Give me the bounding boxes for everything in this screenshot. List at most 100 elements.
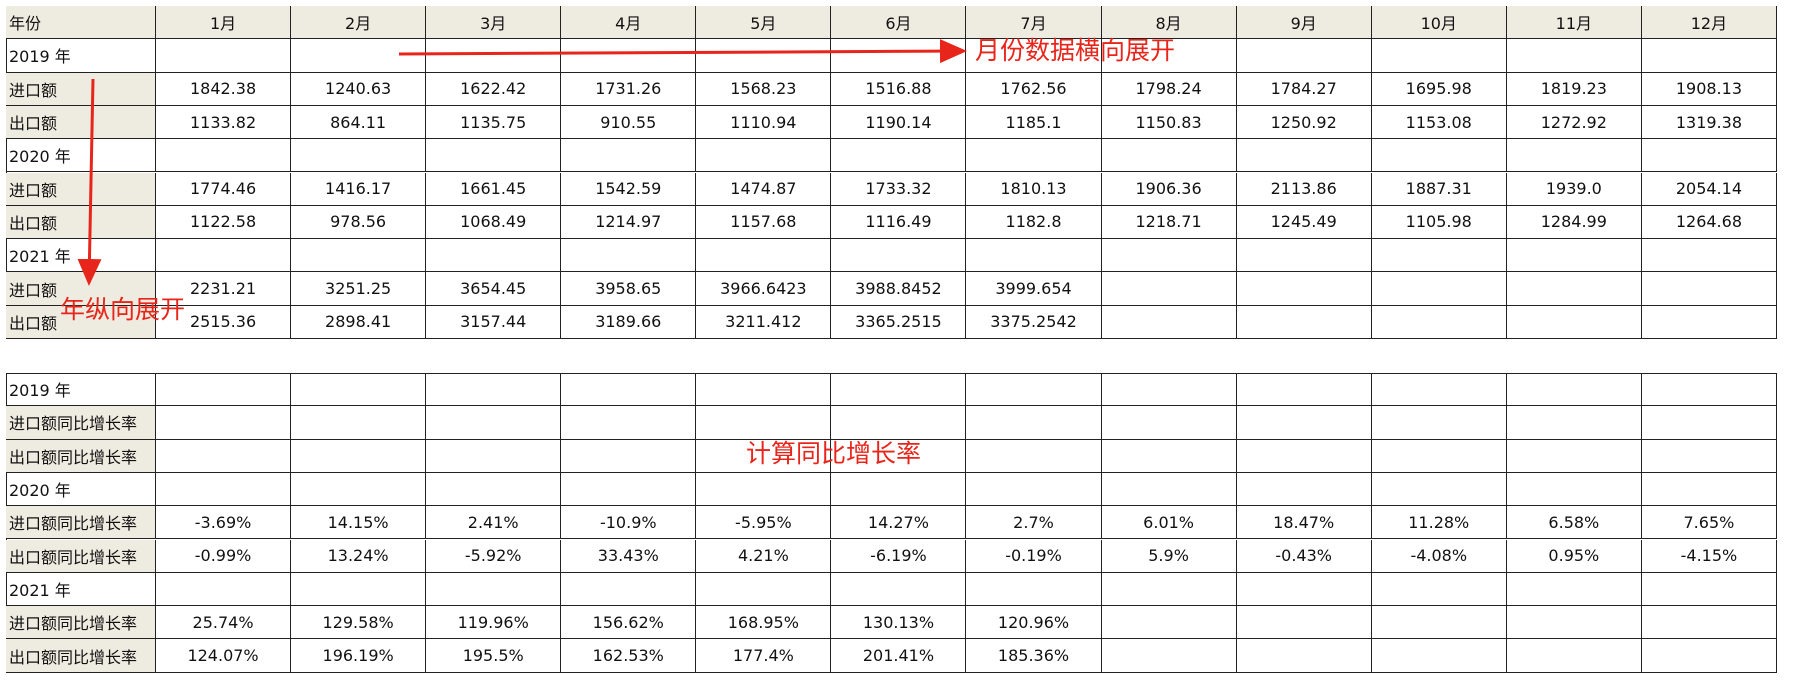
cell [561, 139, 697, 173]
cell: 33.43% [561, 539, 697, 573]
cell: 1190.14 [831, 105, 967, 140]
cell: -0.99% [156, 539, 292, 573]
cell: 1731.26 [561, 72, 697, 106]
cell: 168.95% [696, 606, 832, 640]
cell [1506, 239, 1642, 273]
cell [1641, 572, 1777, 607]
cell: -5.92% [426, 539, 562, 573]
cell [1371, 39, 1507, 73]
cell [966, 373, 1102, 407]
cell [561, 572, 697, 607]
cell: 1245.49 [1236, 205, 1372, 240]
cell [1371, 239, 1507, 273]
cell [1101, 239, 1237, 273]
cell: 2.7% [966, 506, 1102, 540]
cell [426, 572, 562, 607]
cell [561, 239, 697, 273]
cell: 177.4% [696, 639, 832, 673]
cell: 2113.86 [1236, 172, 1372, 206]
cell: 3999.654 [966, 272, 1102, 306]
cell [831, 406, 967, 440]
cell: 1116.49 [831, 205, 967, 240]
cell [1101, 373, 1237, 407]
cell [1506, 572, 1642, 607]
cell [1236, 406, 1372, 440]
cell [1506, 439, 1642, 473]
cell [1641, 305, 1777, 339]
cell [1641, 472, 1777, 507]
cell [696, 239, 832, 273]
cell: 3654.45 [426, 272, 562, 306]
cell [1101, 305, 1237, 339]
cell [561, 39, 697, 73]
cell [291, 239, 427, 273]
cell [426, 239, 562, 273]
cell: 13.24% [291, 539, 427, 573]
cell: 14.27% [831, 506, 967, 540]
cell [1641, 639, 1777, 673]
cell: 3251.25 [291, 272, 427, 306]
cell: 3966.6423 [696, 272, 832, 306]
cell: 1516.88 [831, 72, 967, 106]
cell [291, 139, 427, 173]
cell [1371, 373, 1507, 407]
cell: 201.41% [831, 639, 967, 673]
cell: 2月 [291, 6, 427, 40]
cell [1506, 639, 1642, 673]
cell: 4月 [561, 6, 697, 40]
cell: 910.55 [561, 105, 697, 140]
cell: 进口额 [6, 72, 156, 106]
cell: 1542.59 [561, 172, 697, 206]
cell [561, 406, 697, 440]
cell: 出口额 [6, 105, 156, 140]
cell [1506, 472, 1642, 507]
cell: 进口额 [6, 172, 156, 206]
cell: 1218.71 [1101, 205, 1237, 240]
cell [1101, 606, 1237, 640]
cell: 1762.56 [966, 72, 1102, 106]
cell: 1110.94 [696, 105, 832, 140]
cell [966, 439, 1102, 473]
cell: 156.62% [561, 606, 697, 640]
cell [1236, 239, 1372, 273]
cell: 2.41% [426, 506, 562, 540]
cell: 2054.14 [1641, 172, 1777, 206]
cell [426, 406, 562, 440]
cell [156, 572, 292, 607]
cell [156, 439, 292, 473]
cell: 14.15% [291, 506, 427, 540]
cell [966, 472, 1102, 507]
cell [831, 373, 967, 407]
cell [1371, 139, 1507, 173]
cell: 1622.42 [426, 72, 562, 106]
cell [1101, 439, 1237, 473]
cell: 出口额 [6, 305, 156, 339]
cell [1641, 439, 1777, 473]
cell: 1185.1 [966, 105, 1102, 140]
cell [1641, 39, 1777, 73]
cell: 2898.41 [291, 305, 427, 339]
cell: 1939.0 [1506, 172, 1642, 206]
cell [291, 39, 427, 73]
cell: -4.08% [1371, 539, 1507, 573]
cell: 2515.36 [156, 305, 292, 339]
cell [291, 373, 427, 407]
cell [1101, 406, 1237, 440]
cell: 出口额 [6, 205, 156, 240]
cell: 1250.92 [1236, 105, 1372, 140]
cell: 1819.23 [1506, 72, 1642, 106]
cell [696, 139, 832, 173]
cell [291, 572, 427, 607]
cell [1506, 272, 1642, 306]
cell: 1661.45 [426, 172, 562, 206]
cell [696, 39, 832, 73]
cell [1371, 572, 1507, 607]
arrow-vertical [77, 78, 102, 286]
cell: 119.96% [426, 606, 562, 640]
cell [831, 239, 967, 273]
cell: 进口额同比增长率 [6, 406, 156, 440]
cell: 7.65% [1641, 506, 1777, 540]
cell: 4.21% [696, 539, 832, 573]
cell [1371, 639, 1507, 673]
cell: 年份 [6, 6, 156, 40]
